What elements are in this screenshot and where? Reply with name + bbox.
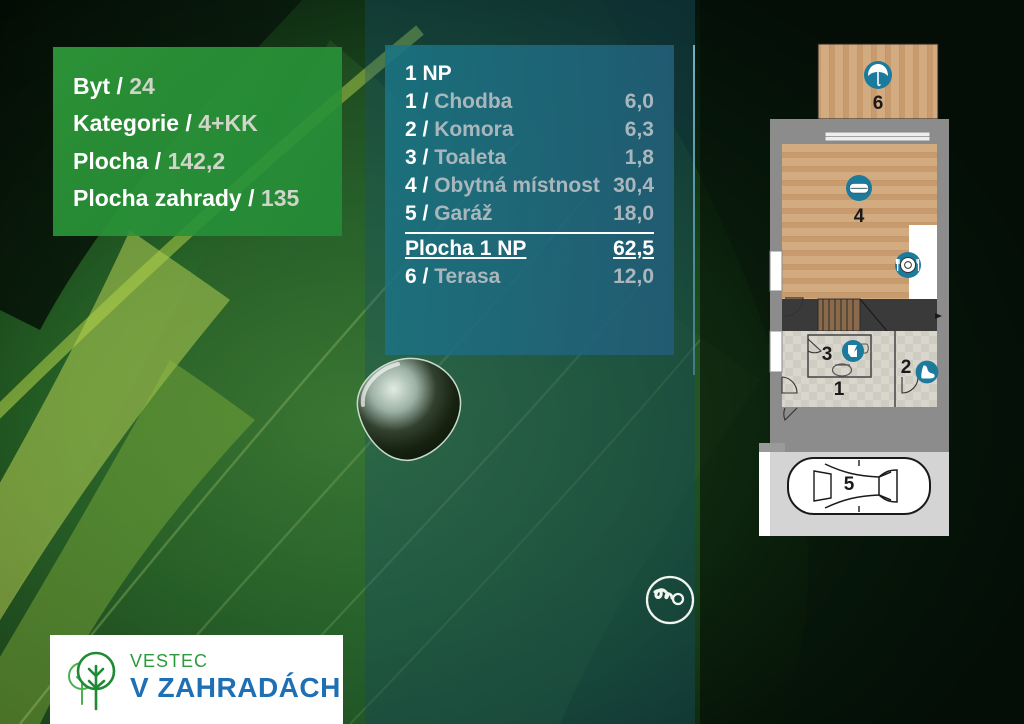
svg-text:5: 5: [844, 474, 855, 495]
svg-text:1: 1: [834, 379, 845, 400]
svg-text:3: 3: [822, 344, 833, 365]
svg-text:2: 2: [901, 357, 912, 378]
svg-text:6: 6: [873, 93, 884, 114]
svg-text:4: 4: [854, 206, 865, 227]
